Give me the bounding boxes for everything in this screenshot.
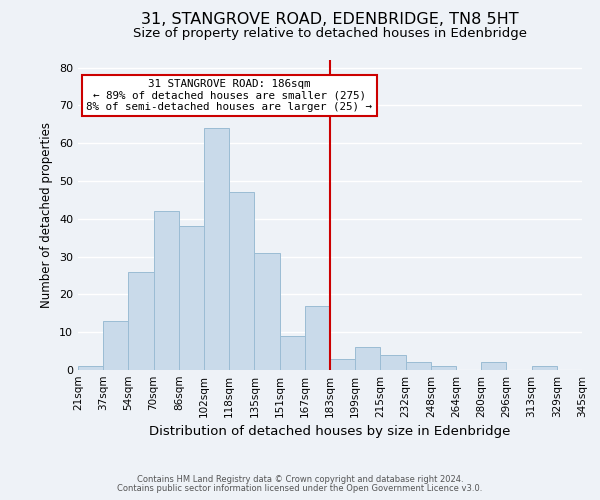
Bar bbox=[229, 192, 254, 370]
Bar bbox=[431, 366, 456, 370]
Bar bbox=[103, 321, 128, 370]
Bar bbox=[406, 362, 431, 370]
Bar bbox=[330, 358, 355, 370]
Text: Contains HM Land Registry data © Crown copyright and database right 2024.: Contains HM Land Registry data © Crown c… bbox=[137, 475, 463, 484]
Bar bbox=[380, 355, 406, 370]
Bar bbox=[481, 362, 506, 370]
Bar bbox=[128, 272, 154, 370]
Bar bbox=[179, 226, 204, 370]
Y-axis label: Number of detached properties: Number of detached properties bbox=[40, 122, 53, 308]
Bar bbox=[254, 253, 280, 370]
Bar bbox=[532, 366, 557, 370]
Bar bbox=[355, 348, 380, 370]
Bar bbox=[305, 306, 330, 370]
Bar bbox=[204, 128, 229, 370]
X-axis label: Distribution of detached houses by size in Edenbridge: Distribution of detached houses by size … bbox=[149, 426, 511, 438]
Text: 31 STANGROVE ROAD: 186sqm
← 89% of detached houses are smaller (275)
8% of semi-: 31 STANGROVE ROAD: 186sqm ← 89% of detac… bbox=[86, 79, 372, 112]
Bar bbox=[78, 366, 103, 370]
Text: 31, STANGROVE ROAD, EDENBRIDGE, TN8 5HT: 31, STANGROVE ROAD, EDENBRIDGE, TN8 5HT bbox=[141, 12, 519, 28]
Text: Size of property relative to detached houses in Edenbridge: Size of property relative to detached ho… bbox=[133, 28, 527, 40]
Text: Contains public sector information licensed under the Open Government Licence v3: Contains public sector information licen… bbox=[118, 484, 482, 493]
Bar bbox=[154, 211, 179, 370]
Bar bbox=[280, 336, 305, 370]
